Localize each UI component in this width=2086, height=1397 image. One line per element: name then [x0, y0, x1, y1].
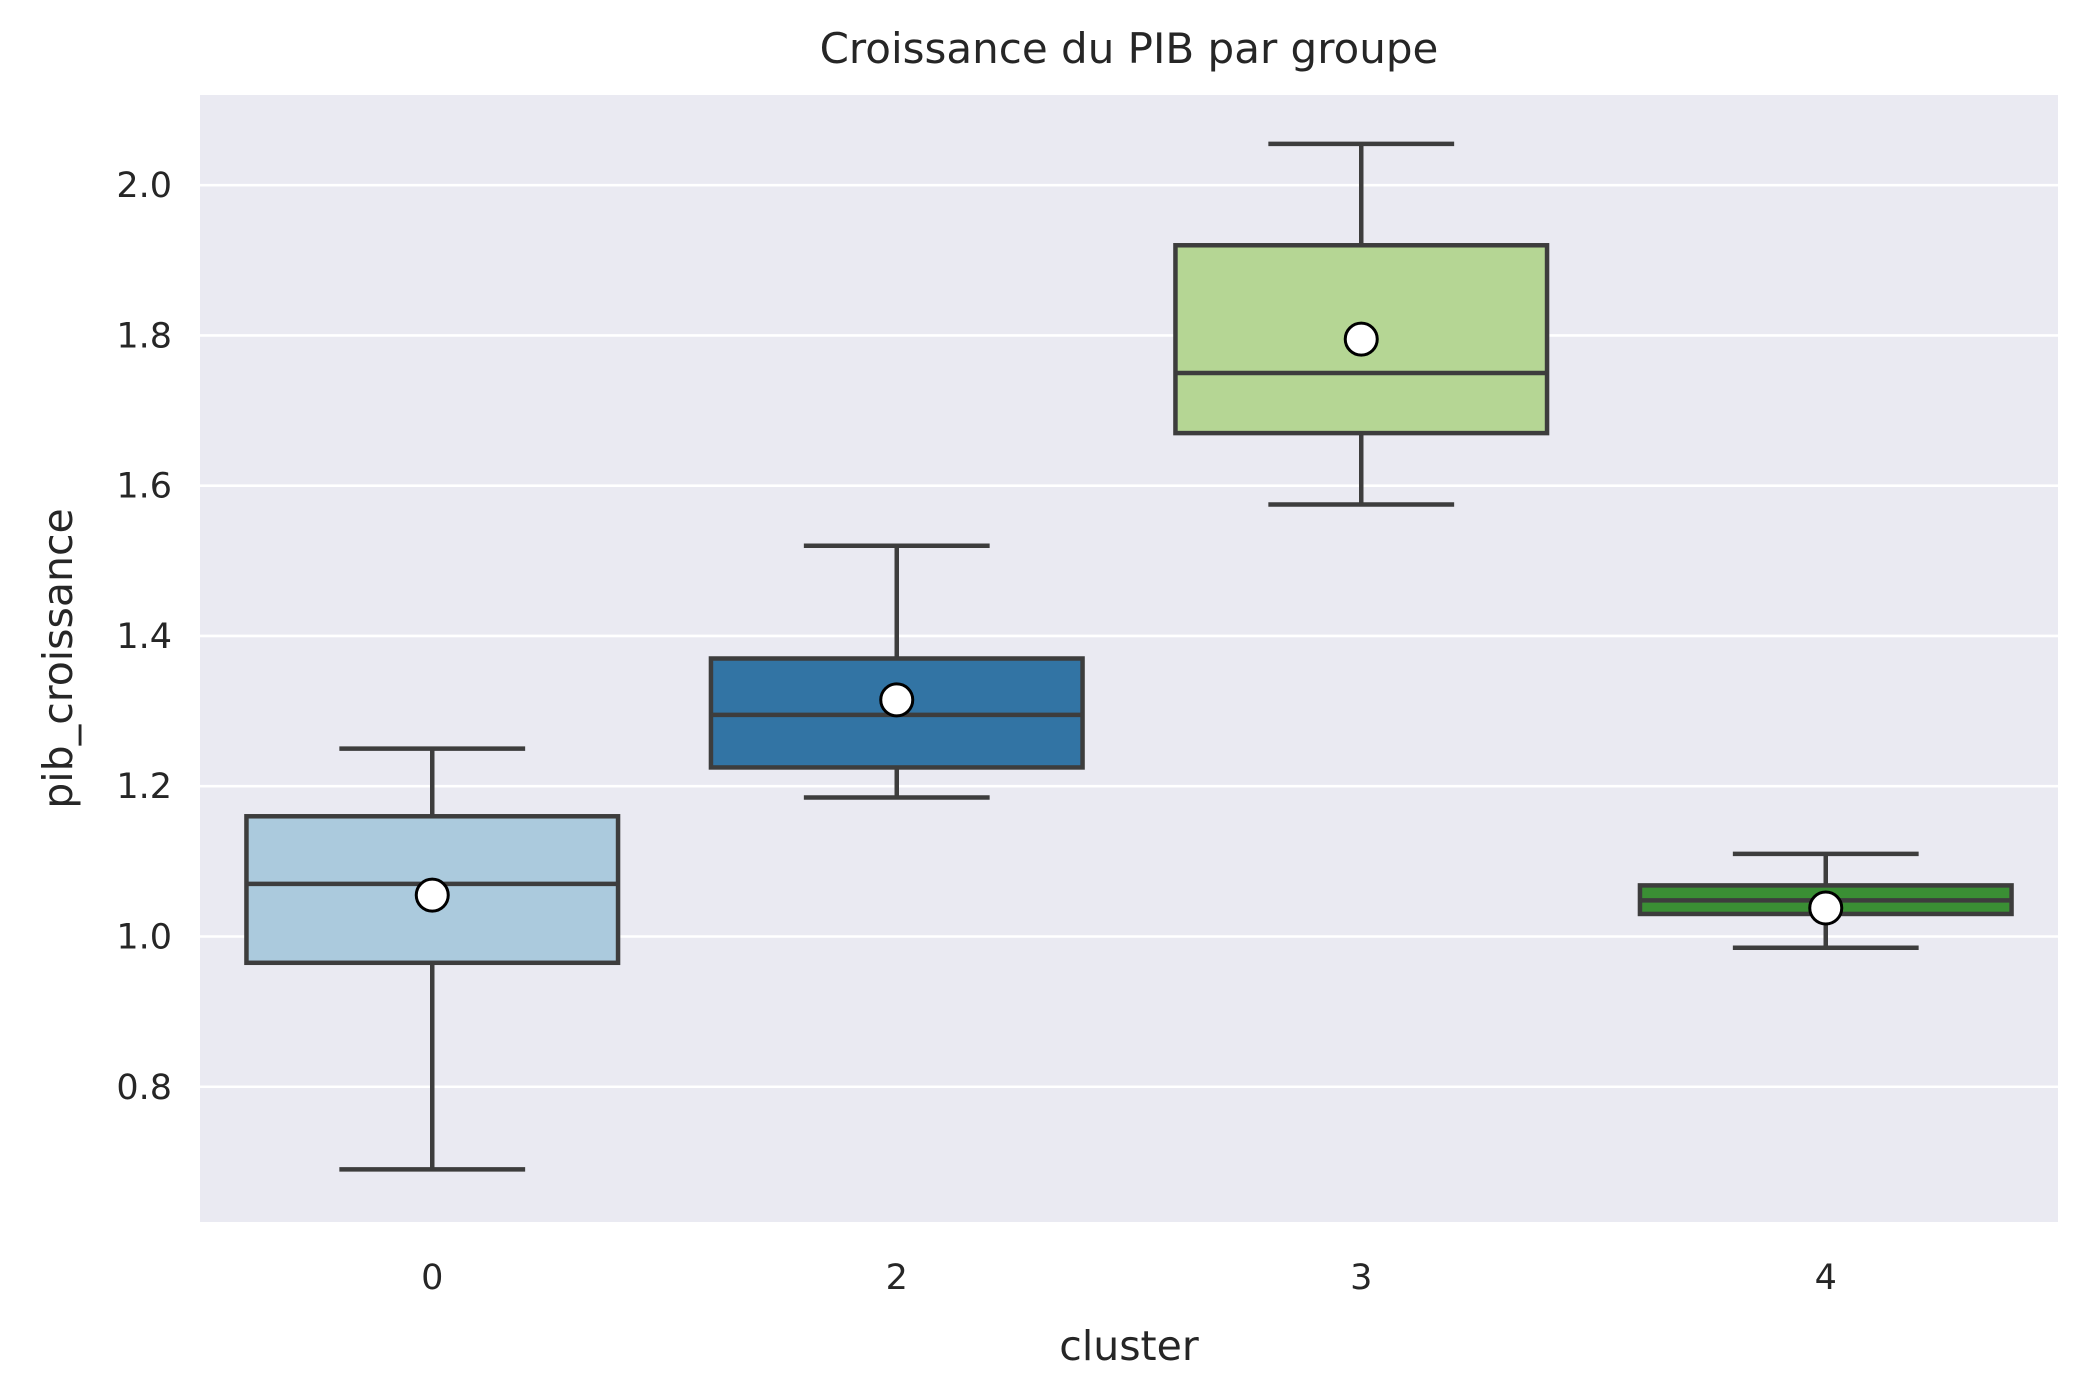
y-tick-label: 1.2 — [116, 767, 172, 807]
y-tick-label: 1.0 — [116, 917, 172, 957]
mean-marker — [414, 877, 450, 913]
plot-area — [200, 95, 2058, 1222]
mean-marker — [1343, 321, 1379, 357]
y-tick-label: 1.6 — [116, 467, 172, 507]
chart-title: Croissance du PIB par groupe — [820, 24, 1439, 73]
x-tick-label: 4 — [1815, 1258, 1837, 1298]
mean-marker — [879, 682, 915, 718]
x-tick-label: 0 — [421, 1258, 443, 1298]
x-axis-ticks: 0 2 3 4 — [421, 1258, 1837, 1298]
box-group — [244, 746, 621, 1172]
box-group — [708, 543, 1085, 800]
x-tick-label: 3 — [1350, 1258, 1372, 1298]
y-tick-label: 2.0 — [116, 166, 172, 206]
mean-marker — [1808, 890, 1844, 926]
x-tick-label: 2 — [886, 1258, 908, 1298]
y-tick-label: 1.4 — [116, 617, 172, 657]
box-group — [1637, 851, 2014, 951]
x-axis-label: cluster — [1059, 1322, 1199, 1370]
y-tick-label: 1.8 — [116, 316, 172, 356]
y-tick-label: 0.8 — [116, 1068, 172, 1108]
box-series — [244, 141, 2014, 1172]
y-axis-ticks: 0.8 1.0 1.2 1.4 1.6 1.8 2.0 — [116, 166, 172, 1108]
box-group — [1173, 141, 1550, 507]
y-axis-label: pib_croissance — [34, 508, 82, 809]
